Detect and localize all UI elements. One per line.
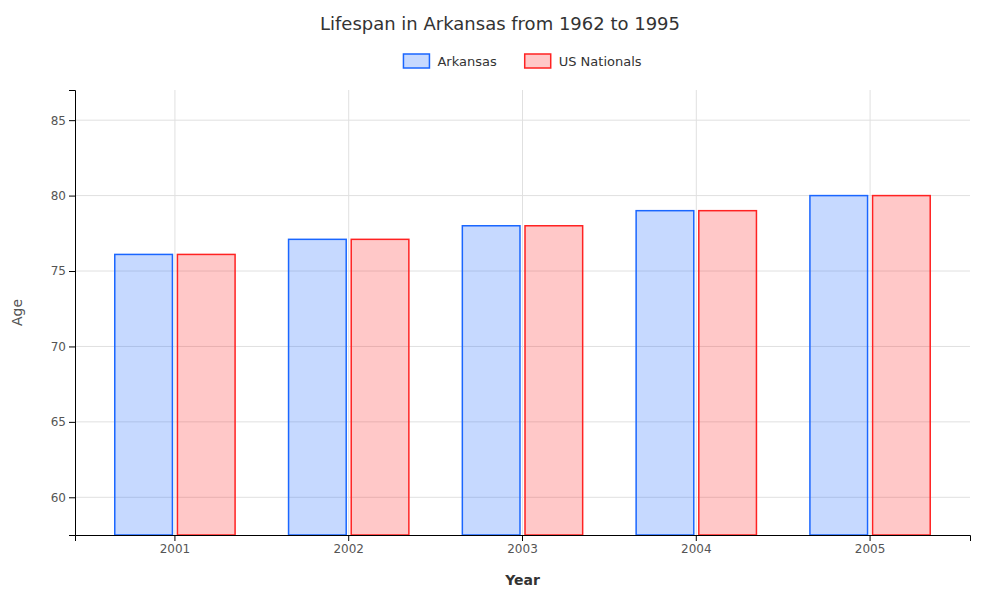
legend-label: US Nationals bbox=[559, 54, 642, 69]
chart-title: Lifespan in Arkansas from 1962 to 1995 bbox=[320, 13, 680, 34]
legend: Arkansas US Nationals bbox=[403, 54, 641, 69]
bar bbox=[810, 196, 868, 535]
tick-mark bbox=[69, 271, 75, 272]
grid-line-x bbox=[348, 90, 349, 535]
tick-label: 75 bbox=[51, 264, 66, 278]
tick-mark bbox=[870, 535, 871, 541]
tick: 85 bbox=[51, 114, 75, 128]
legend-label: Arkansas bbox=[437, 54, 496, 69]
legend-swatch bbox=[525, 54, 551, 68]
tick: 2004 bbox=[681, 535, 712, 556]
grid-line-x bbox=[870, 90, 871, 535]
grid-line-x bbox=[522, 90, 523, 535]
legend-swatch bbox=[403, 54, 429, 68]
tick: 65 bbox=[51, 415, 75, 429]
tick-label: 2005 bbox=[855, 542, 886, 556]
x-axis: 2001 2002 2003 2004 2005 bbox=[76, 535, 971, 556]
bar bbox=[525, 226, 583, 535]
legend-item: US Nationals bbox=[525, 54, 642, 69]
bar bbox=[351, 239, 409, 535]
tick: 80 bbox=[51, 189, 75, 203]
tick-label: 65 bbox=[51, 415, 66, 429]
tick-label: 70 bbox=[51, 340, 66, 354]
grid-line-x bbox=[696, 90, 697, 535]
axis-line bbox=[76, 536, 971, 542]
bar bbox=[177, 254, 235, 535]
chart-svg: 60 65 70 75 80 85 2001 2002 2003 2004 2005 Year Age L… bbox=[0, 0, 1000, 600]
tick-label: 2001 bbox=[160, 542, 191, 556]
tick-label: 80 bbox=[51, 189, 66, 203]
bar bbox=[115, 254, 173, 535]
tick-label: 2004 bbox=[681, 542, 712, 556]
tick-label: 60 bbox=[51, 491, 66, 505]
tick-mark bbox=[69, 346, 75, 347]
bar bbox=[636, 211, 694, 535]
tick: 2005 bbox=[855, 535, 886, 556]
grid-line-x bbox=[174, 90, 175, 535]
tick-mark bbox=[348, 535, 349, 541]
bars bbox=[115, 196, 930, 535]
tick-mark bbox=[522, 535, 523, 541]
tick-label: 85 bbox=[51, 114, 66, 128]
tick-mark bbox=[69, 497, 75, 498]
bar bbox=[462, 226, 520, 535]
tick: 75 bbox=[51, 264, 75, 278]
x-axis-title: Year bbox=[504, 572, 540, 588]
tick-mark bbox=[174, 535, 175, 541]
y-axis: 60 65 70 75 80 85 bbox=[51, 91, 76, 536]
bar-series bbox=[115, 196, 868, 535]
grid bbox=[75, 90, 970, 535]
bar bbox=[873, 196, 931, 535]
tick: 2003 bbox=[507, 535, 538, 556]
tick: 70 bbox=[51, 340, 75, 354]
tick: 2001 bbox=[160, 535, 191, 556]
bar-series bbox=[177, 196, 930, 535]
bar bbox=[699, 211, 757, 535]
chart-container: 60 65 70 75 80 85 2001 2002 2003 2004 2005 Year Age L… bbox=[0, 0, 1000, 600]
tick: 2002 bbox=[333, 535, 364, 556]
tick: 60 bbox=[51, 491, 75, 505]
tick-mark bbox=[69, 196, 75, 197]
bar bbox=[289, 239, 347, 535]
tick-mark bbox=[69, 120, 75, 121]
axis-line bbox=[69, 91, 76, 536]
tick-mark bbox=[69, 422, 75, 423]
plot-area: 60 65 70 75 80 85 2001 2002 2003 2004 2005 bbox=[51, 90, 971, 556]
tick-label: 2002 bbox=[333, 542, 364, 556]
tick-mark bbox=[696, 535, 697, 541]
tick-label: 2003 bbox=[507, 542, 538, 556]
y-axis-title: Age bbox=[9, 299, 25, 326]
legend-item: Arkansas bbox=[403, 54, 496, 69]
